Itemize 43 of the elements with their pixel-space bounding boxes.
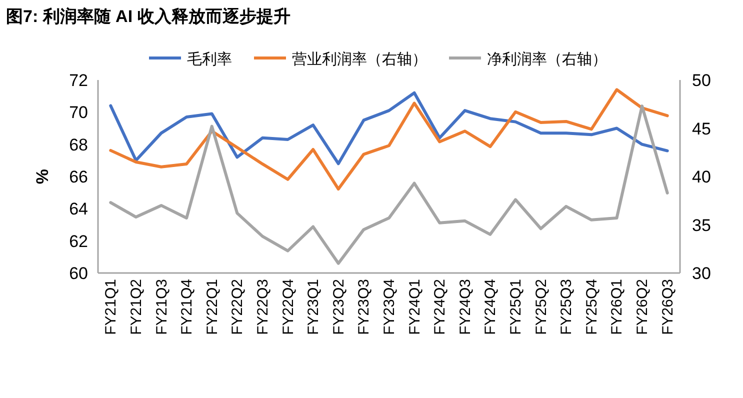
x-tick-label: FY21Q1 (102, 279, 120, 335)
x-tick-label: FY25Q3 (558, 279, 576, 335)
legend-label: 毛利率 (187, 51, 232, 68)
x-tick-label: FY24Q2 (432, 279, 449, 335)
x-tick-label: FY22Q2 (229, 279, 246, 335)
y-tick-label: 70 (69, 103, 88, 122)
y-axis-title: % (33, 168, 52, 184)
line-series (109, 104, 669, 265)
x-tick-label: FY25Q1 (508, 279, 525, 335)
x-tick-label: FY23Q4 (381, 279, 398, 335)
x-tick-label: FY26Q1 (608, 279, 626, 335)
y-tick-label: 60 (69, 264, 88, 283)
x-tick-label: FY24Q1 (406, 279, 424, 335)
x-tick-label: FY25Q4 (583, 279, 600, 335)
legend-label: 净利润率（右轴） (487, 51, 607, 68)
x-tick-label: FY21Q2 (128, 279, 145, 335)
x-tick-label: FY26Q2 (634, 279, 652, 335)
y2-tick-label: 35 (692, 216, 711, 235)
x-tick-label: FY24Q4 (482, 279, 500, 335)
chart-title: 图7: 利润率随 AI 收入释放而逐步提升 (6, 7, 290, 26)
x-tick-label: FY22Q4 (280, 279, 297, 335)
x-tick-label: FY23Q1 (305, 279, 322, 335)
y-tick-label: 62 (69, 232, 88, 251)
x-tick-label: FY22Q1 (204, 279, 221, 335)
y2-tick-label: 45 (692, 119, 711, 138)
x-tick-label: FY21Q3 (153, 279, 170, 335)
y-tick-label: 72 (69, 71, 88, 90)
y2-tick-label: 50 (692, 71, 711, 90)
y2-tick-label: 40 (692, 168, 711, 186)
line-series (109, 91, 669, 166)
x-tick-label: FY26Q3 (659, 279, 676, 335)
x-tick-label: FY23Q3 (356, 279, 373, 335)
x-tick-label: FY25Q2 (532, 279, 550, 335)
legend-label: 营业利润率（右轴） (292, 51, 427, 68)
x-tick-label: FY23Q2 (330, 279, 348, 335)
x-tick-label: FY22Q3 (254, 279, 272, 335)
y-tick-label: 68 (69, 135, 88, 154)
y-tick-label: 64 (69, 200, 88, 219)
line-series (109, 88, 669, 191)
x-tick-label: FY21Q4 (178, 279, 196, 335)
y2-tick-label: 30 (692, 264, 711, 283)
y-tick-label: 66 (69, 168, 88, 186)
x-tick-label: FY24Q3 (456, 279, 474, 335)
